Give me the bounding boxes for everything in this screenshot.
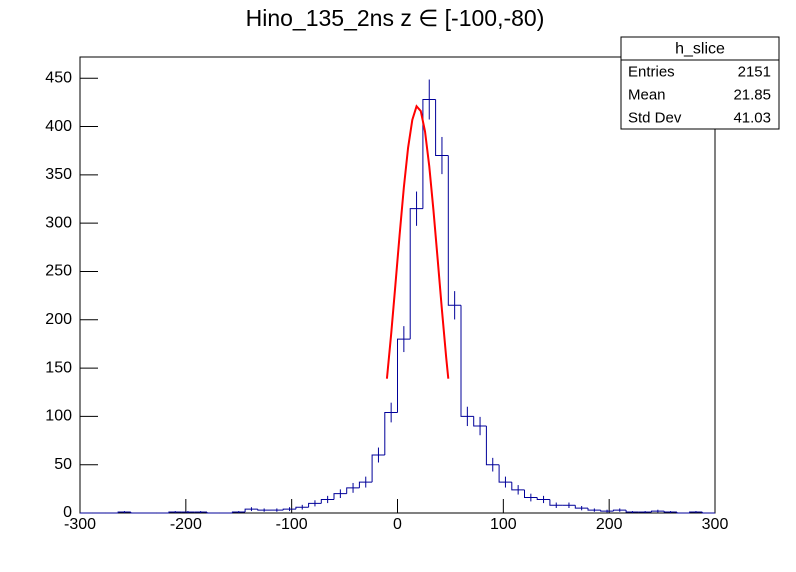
histogram-bin	[612, 509, 627, 512]
fit-curve	[385, 104, 450, 379]
y-tick-label: 350	[45, 166, 72, 183]
histogram-bin	[384, 412, 398, 456]
histogram-bin	[574, 505, 588, 509]
histogram-bin	[511, 482, 525, 491]
stats-title: h_slice	[675, 41, 725, 58]
stats-label: Entries	[628, 63, 675, 80]
histogram-bin	[358, 481, 373, 488]
x-tick-label: -300	[64, 516, 96, 533]
stats-box	[620, 36, 780, 130]
histogram-bin	[701, 512, 715, 514]
y-tick-label: 100	[45, 408, 72, 425]
histogram-bin	[447, 155, 461, 306]
histogram-bin	[676, 512, 690, 514]
histogram-bin	[651, 510, 665, 513]
x-tick-label: 0	[393, 516, 402, 533]
y-tick-label: 50	[54, 456, 72, 473]
x-tick-label: -100	[276, 516, 308, 533]
histogram-bin	[625, 510, 639, 513]
x-tick-label: 100	[490, 516, 517, 533]
histogram-bin	[282, 508, 296, 511]
histogram-bin	[168, 511, 182, 513]
histogram-bin	[231, 511, 246, 513]
y-tick-label: 450	[45, 69, 72, 86]
x-tick-label: 200	[596, 516, 623, 533]
histogram-bin	[244, 508, 258, 513]
histogram-bin	[206, 512, 220, 514]
y-tick-label: 0	[63, 504, 72, 521]
y-tick-label: 250	[45, 263, 72, 280]
histogram-bin	[257, 509, 271, 511]
stats-value: 2151	[738, 63, 771, 80]
stats-label: Std Dev	[628, 109, 682, 126]
stats-label: Mean	[628, 86, 666, 103]
histogram-bin	[524, 489, 538, 499]
histogram-bin	[689, 511, 703, 513]
histogram-bin	[600, 510, 614, 512]
y-tick-label: 150	[45, 359, 72, 376]
histogram-bin	[308, 502, 322, 508]
histogram-bin	[485, 426, 500, 466]
stats-value: 21.85	[733, 86, 771, 103]
histogram-bin	[663, 511, 677, 513]
histogram-bin	[536, 497, 550, 500]
histogram-bin	[397, 338, 411, 413]
histogram-bin	[409, 208, 423, 340]
x-tick-label: 300	[702, 516, 729, 533]
histogram-bin	[371, 454, 385, 483]
histogram-bin	[498, 464, 512, 483]
histogram-bin	[549, 499, 563, 506]
stats-value: 41.03	[733, 109, 771, 126]
histogram-bin	[295, 506, 309, 510]
histogram-bin	[346, 487, 360, 494]
histogram-bin	[422, 99, 436, 209]
histogram-bin	[333, 493, 347, 500]
histogram-bin	[435, 99, 449, 157]
histogram-bin	[130, 512, 144, 514]
y-tick-label: 200	[45, 311, 72, 328]
histogram-bin	[587, 508, 601, 511]
histogram-bin	[473, 416, 487, 427]
x-tick-label: -200	[170, 516, 202, 533]
histogram-bin	[460, 305, 474, 417]
chart-title: Hino_135_2ns z ∈ [-100,-80)	[246, 5, 545, 31]
y-tick-label: 300	[45, 214, 72, 231]
histogram-bin	[320, 498, 334, 504]
histogram-bin	[117, 511, 131, 513]
y-tick-label: 400	[45, 118, 72, 135]
